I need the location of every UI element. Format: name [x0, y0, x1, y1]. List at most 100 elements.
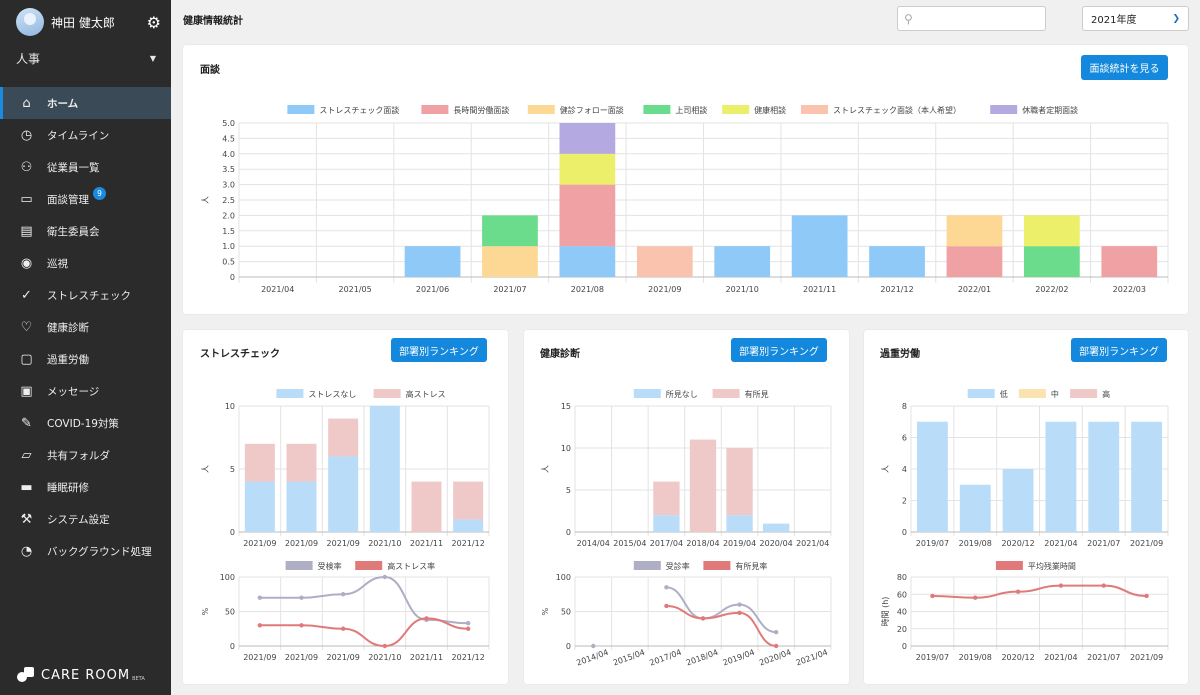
bar[interactable]: [714, 246, 771, 277]
sidebar-item-13[interactable]: ⚒ システム設定: [0, 503, 171, 535]
bar[interactable]: [286, 443, 317, 482]
health-ranking-button[interactable]: 部署別ランキング: [731, 338, 827, 362]
bar[interactable]: [453, 481, 484, 520]
bar[interactable]: [1024, 246, 1080, 277]
avatar[interactable]: [16, 8, 44, 36]
department-selector[interactable]: 人事 ▼: [16, 50, 156, 67]
clipboard-icon: ▤: [20, 223, 33, 239]
data-point[interactable]: [737, 602, 742, 607]
legend-label: 所見なし: [666, 389, 698, 399]
data-point[interactable]: [1058, 583, 1064, 588]
data-point[interactable]: [257, 623, 263, 628]
data-point[interactable]: [664, 585, 669, 590]
user-profile[interactable]: 神田 健太郎 ⚙: [16, 7, 161, 37]
sidebar-item-12[interactable]: ▬ 睡眠研修: [0, 471, 171, 503]
bar[interactable]: [328, 456, 359, 532]
data-point[interactable]: [700, 616, 706, 621]
bar[interactable]: [1101, 246, 1158, 277]
sidebar-item-4[interactable]: ▤ 衛生委員会: [0, 215, 171, 247]
sidebar-item-label: 従業員一覧: [47, 161, 100, 174]
sidebar-item-9[interactable]: ▣ メッセージ: [0, 375, 171, 407]
bar[interactable]: [762, 523, 790, 532]
bar[interactable]: [1024, 215, 1080, 247]
bar[interactable]: [1131, 421, 1163, 532]
bar[interactable]: [1045, 421, 1077, 532]
bar[interactable]: [726, 515, 753, 532]
y-tick-label: 50: [225, 608, 235, 617]
bar[interactable]: [959, 484, 991, 532]
sidebar-item-14[interactable]: ◔ バックグラウンド処理: [0, 535, 171, 567]
bar[interactable]: [404, 246, 461, 277]
sidebar-item-3[interactable]: ▭ 面談管理 9: [0, 183, 171, 215]
legend-label: 平均残業時間: [1028, 561, 1076, 571]
bar[interactable]: [1002, 469, 1034, 532]
sidebar-item-2[interactable]: ⚇ 従業員一覧: [0, 151, 171, 183]
legend-label: 上司相談: [675, 105, 707, 115]
bar[interactable]: [559, 153, 616, 185]
bar[interactable]: [689, 439, 717, 532]
gear-icon[interactable]: ⚙: [146, 12, 161, 32]
bar[interactable]: [453, 519, 484, 532]
bar[interactable]: [726, 448, 753, 516]
data-point[interactable]: [424, 616, 429, 621]
search-box[interactable]: ⚲: [897, 6, 1049, 31]
sidebar-item-0[interactable]: ⌂ ホーム: [0, 87, 171, 119]
data-point[interactable]: [1015, 589, 1021, 594]
data-point[interactable]: [465, 626, 471, 631]
data-point[interactable]: [257, 595, 263, 600]
data-point[interactable]: [930, 593, 935, 599]
bar[interactable]: [791, 215, 848, 277]
bar[interactable]: [482, 215, 538, 247]
data-point[interactable]: [382, 574, 388, 580]
stress-ranking-button[interactable]: 部署別ランキング: [391, 338, 487, 362]
data-point[interactable]: [591, 643, 596, 649]
sidebar-item-label: メッセージ: [47, 385, 100, 398]
data-point[interactable]: [1101, 583, 1106, 588]
bar[interactable]: [653, 481, 680, 516]
sidebar-item-5[interactable]: ◉ 巡視: [0, 247, 171, 279]
sidebar-item-8[interactable]: ▢ 過重労働: [0, 343, 171, 375]
y-tick-label: 5: [566, 486, 571, 495]
bar[interactable]: [653, 515, 680, 532]
bar[interactable]: [244, 481, 275, 532]
data-point[interactable]: [340, 626, 346, 631]
year-select[interactable]: 2021年度 ❯: [1082, 6, 1189, 31]
bar[interactable]: [482, 246, 538, 277]
search-input[interactable]: [916, 8, 1049, 29]
bar[interactable]: [244, 443, 275, 482]
data-point[interactable]: [973, 595, 978, 600]
bar[interactable]: [559, 123, 616, 154]
data-point[interactable]: [340, 592, 346, 597]
overwork-ranking-button[interactable]: 部署別ランキング: [1071, 338, 1167, 362]
data-point[interactable]: [773, 643, 779, 649]
bar[interactable]: [946, 215, 1003, 247]
sidebar-item-11[interactable]: ▱ 共有フォルダ: [0, 439, 171, 471]
bar[interactable]: [328, 418, 359, 457]
data-point[interactable]: [465, 621, 471, 626]
sidebar-item-10[interactable]: ✎ COVID-19対策: [0, 407, 171, 439]
legend-swatch: [421, 105, 449, 114]
data-point[interactable]: [773, 630, 779, 635]
sidebar-item-1[interactable]: ◷ タイムライン: [0, 119, 171, 151]
data-point[interactable]: [664, 603, 669, 609]
data-point[interactable]: [299, 623, 304, 628]
sidebar-item-6[interactable]: ✓ ストレスチェック: [0, 279, 171, 311]
bar[interactable]: [369, 406, 400, 532]
bar[interactable]: [869, 246, 925, 277]
sidebar-item-7[interactable]: ♡ 健康診断: [0, 311, 171, 343]
bar[interactable]: [559, 246, 616, 277]
bar[interactable]: [411, 481, 442, 532]
bar[interactable]: [636, 246, 693, 277]
bar[interactable]: [559, 184, 616, 247]
department-label: 人事: [16, 52, 41, 66]
bar[interactable]: [916, 421, 948, 532]
bar[interactable]: [286, 481, 317, 532]
interview-stats-button[interactable]: 面談統計を見る: [1081, 55, 1168, 80]
data-point[interactable]: [737, 610, 742, 616]
data-point[interactable]: [382, 643, 388, 649]
bar[interactable]: [1088, 421, 1120, 532]
data-point[interactable]: [299, 595, 304, 600]
data-point[interactable]: [1144, 593, 1149, 599]
bar[interactable]: [946, 246, 1003, 277]
